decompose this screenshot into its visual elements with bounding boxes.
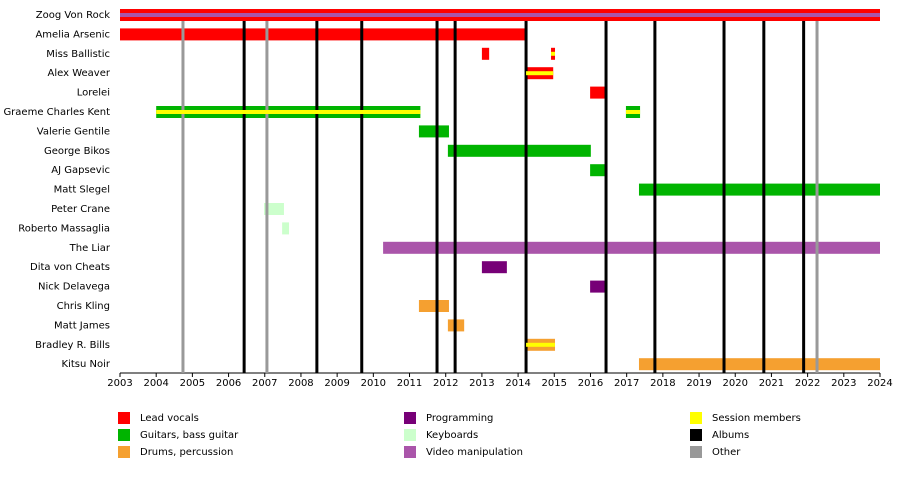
legend-label: Albums bbox=[712, 430, 749, 441]
legend-swatch bbox=[118, 446, 130, 458]
legend-label: Lead vocals bbox=[140, 413, 199, 424]
legend-label: Programming bbox=[426, 413, 493, 424]
stripe bbox=[526, 342, 556, 347]
member-label: Zoog Von Rock bbox=[36, 10, 110, 21]
member-label: AJ Gapsevic bbox=[51, 165, 110, 176]
stripe bbox=[625, 110, 641, 114]
bar bbox=[638, 183, 880, 196]
legend-swatch bbox=[690, 446, 702, 458]
x-tick-label: 2022 bbox=[795, 378, 820, 389]
member-label: Matt Slegel bbox=[54, 185, 110, 196]
member-label: Nick Delavega bbox=[38, 282, 110, 293]
bar bbox=[481, 47, 490, 60]
member-label: Lorelei bbox=[77, 88, 110, 99]
bar bbox=[638, 358, 880, 371]
x-tick-label: 2020 bbox=[723, 378, 748, 389]
x-tick-label: 2014 bbox=[505, 378, 530, 389]
member-label: Graeme Charles Kent bbox=[3, 107, 110, 118]
bar bbox=[120, 28, 527, 41]
legend-label: Session members bbox=[712, 413, 801, 424]
member-label: Kitsu Noir bbox=[62, 359, 111, 370]
bar bbox=[590, 164, 607, 177]
member-label: The Liar bbox=[69, 243, 111, 254]
x-tick-label: 2015 bbox=[542, 378, 567, 389]
member-label: George Bikos bbox=[44, 146, 110, 157]
x-tick-label: 2003 bbox=[107, 378, 132, 389]
legend-label: Keyboards bbox=[426, 430, 478, 441]
x-tick-label: 2016 bbox=[578, 378, 603, 389]
member-label: Dita von Cheats bbox=[30, 262, 110, 273]
x-tick-label: 2012 bbox=[433, 378, 458, 389]
x-tick-label: 2008 bbox=[288, 378, 313, 389]
bar bbox=[383, 241, 880, 254]
bar bbox=[282, 222, 290, 235]
legend-label: Other bbox=[712, 447, 741, 458]
stripe bbox=[120, 13, 880, 17]
bar bbox=[447, 144, 591, 157]
x-tick-label: 2024 bbox=[867, 378, 892, 389]
legend-swatch bbox=[118, 412, 130, 424]
bar bbox=[590, 280, 607, 293]
member-label: Peter Crane bbox=[51, 204, 110, 215]
bar bbox=[264, 203, 284, 215]
member-label: Bradley R. Bills bbox=[35, 340, 110, 351]
x-tick-label: 2004 bbox=[143, 378, 168, 389]
bar bbox=[418, 300, 449, 312]
member-label: Alex Weaver bbox=[48, 68, 111, 79]
member-label: Miss Ballistic bbox=[46, 49, 110, 60]
x-tick-label: 2009 bbox=[324, 378, 349, 389]
x-tick-label: 2019 bbox=[686, 378, 711, 389]
member-label: Valerie Gentile bbox=[37, 126, 110, 137]
x-tick-label: 2018 bbox=[650, 378, 675, 389]
bar bbox=[418, 125, 449, 138]
stripe bbox=[156, 110, 421, 114]
legend-label: Video manipulation bbox=[426, 447, 523, 458]
stripe bbox=[526, 71, 554, 76]
x-tick-label: 2021 bbox=[759, 378, 784, 389]
legend-swatch bbox=[118, 429, 130, 441]
legend-label: Guitars, bass guitar bbox=[140, 430, 239, 441]
member-label: Chris Kling bbox=[57, 301, 110, 312]
bar bbox=[590, 86, 607, 99]
stripe bbox=[551, 51, 556, 56]
member-label: Amelia Arsenic bbox=[35, 29, 110, 40]
x-tick-label: 2006 bbox=[216, 378, 241, 389]
legend-swatch bbox=[404, 429, 416, 441]
legend-swatch bbox=[690, 412, 702, 424]
legend-swatch bbox=[404, 412, 416, 424]
member-label: Roberto Massaglia bbox=[18, 223, 110, 234]
x-tick-label: 2005 bbox=[180, 378, 205, 389]
x-tick-label: 2007 bbox=[252, 378, 277, 389]
x-tick-label: 2010 bbox=[361, 378, 386, 389]
x-tick-label: 2013 bbox=[469, 378, 494, 389]
legend-swatch bbox=[690, 429, 702, 441]
bar bbox=[481, 261, 507, 274]
x-tick-label: 2023 bbox=[831, 378, 856, 389]
legend-swatch bbox=[404, 446, 416, 458]
x-tick-label: 2017 bbox=[614, 378, 639, 389]
x-tick-label: 2011 bbox=[397, 378, 422, 389]
member-label: Matt James bbox=[54, 320, 110, 331]
legend-label: Drums, percussion bbox=[140, 447, 233, 458]
